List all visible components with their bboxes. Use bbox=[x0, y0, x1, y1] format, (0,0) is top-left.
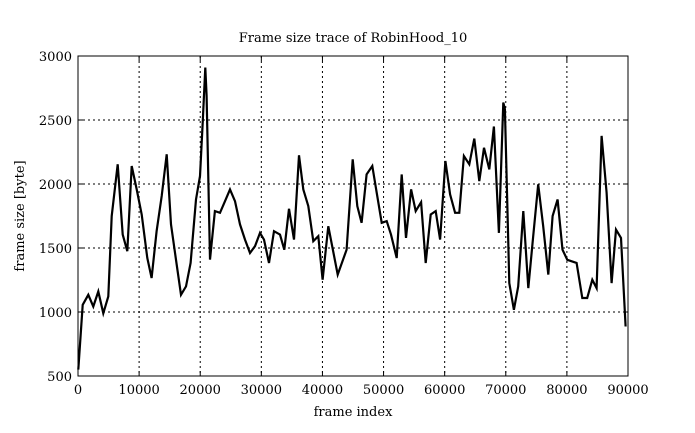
y-tick-label: 1000 bbox=[39, 306, 72, 321]
x-tick-label: 40000 bbox=[302, 383, 343, 398]
x-tick-label: 20000 bbox=[180, 383, 221, 398]
x-tick-label: 30000 bbox=[241, 383, 282, 398]
x-tick-label: 0 bbox=[74, 383, 82, 398]
x-tick-label: 50000 bbox=[363, 383, 404, 398]
y-tick-label: 500 bbox=[47, 370, 72, 385]
axis-ticks: 0 10000 20000 30000 40000 50000 60000 70000 8000… bbox=[39, 50, 649, 398]
y-axis-label: frame size [byte] bbox=[13, 160, 28, 271]
x-tick-label: 90000 bbox=[607, 383, 648, 398]
y-tick-label: 2000 bbox=[39, 178, 72, 193]
x-tick-label: 60000 bbox=[424, 383, 465, 398]
plot-frame bbox=[77, 55, 629, 377]
y-tick-label: 1500 bbox=[39, 242, 72, 257]
y-tick-label: 2500 bbox=[39, 114, 72, 129]
grid bbox=[78, 56, 628, 376]
x-tick-label: 10000 bbox=[118, 383, 159, 398]
series-line bbox=[77, 67, 627, 370]
x-tick-label: 80000 bbox=[546, 383, 587, 398]
x-axis-label: frame index bbox=[314, 405, 393, 420]
chart-title: Frame size trace of RobinHood_10 bbox=[239, 31, 468, 46]
y-tick-label: 3000 bbox=[39, 50, 72, 65]
x-tick-label: 70000 bbox=[485, 383, 526, 398]
